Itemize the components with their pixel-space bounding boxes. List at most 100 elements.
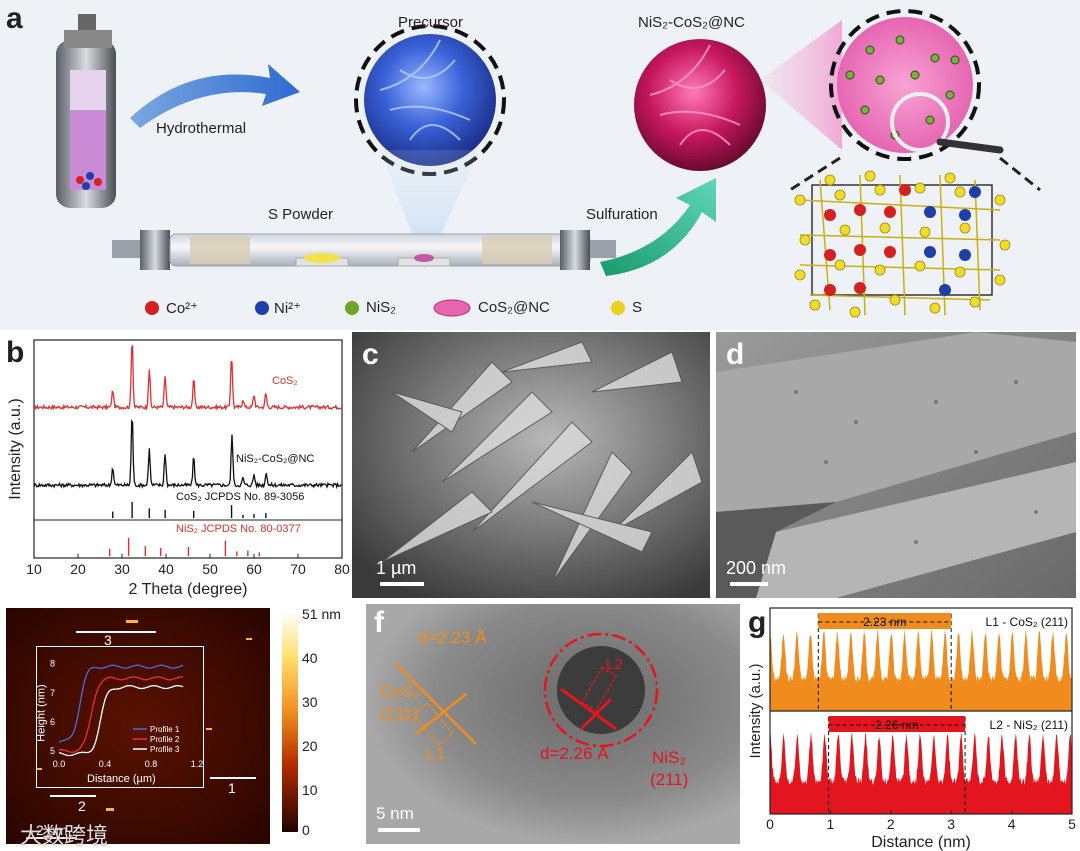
product-flower-icon [634,39,766,171]
panel-d-label: d [726,338,745,371]
profile-mark-1: 1 [228,780,236,796]
colorbar-tick-20: 20 [302,738,318,754]
sulfuration-arrow [600,178,716,276]
profile-series-label-0: L1 - CoS₂ (211) [986,615,1068,629]
watermark: 大数跨境 [20,823,109,848]
legend-cos2nc-icon [433,299,471,317]
profile-xlabel: Distance (nm) [871,834,971,851]
scale-label-c: 1 µm [376,558,417,578]
xrd-series-label-cos2: CoS₂ [272,375,298,387]
plane-1-name: CoS₂ [380,682,420,701]
xrd-chart: CoS₂ NiS₂-CoS₂@NC CoS₂ JCPDS No. 89-3056 Ni… [7,339,350,598]
inset-xtick-2: 0.8 [145,759,158,769]
profile-xtick-label-3: 3 [947,816,955,832]
colorbar-tick-0: 0 [302,822,310,838]
legend-nis2-icon [345,301,359,315]
colorbar-tick-30: 30 [302,694,318,710]
xrd-xlabel: 2 Theta (degree) [129,581,248,598]
afm-image: 3 1 2 2 µm 0.0 0.4 0.8 1.2 8 7 6 5 Profile 1 Prof… [6,608,270,844]
inset-xtick-3: 1.2 [191,759,203,769]
profile-xtick-label-4: 4 [1008,816,1016,832]
scale-label-e: 2 µm [36,822,68,838]
plane-2-hkl: (211) [650,770,689,789]
panel-f: f d=2.23 Å CoS₂ (211) L1 L2 d=2.26 Å NiS… [366,604,740,844]
profile-mark-3: 3 [104,632,112,648]
scale-bar-c [380,582,424,586]
tube-furnace-icon [112,230,616,270]
panel-c-label: c [362,338,379,371]
colorbar [282,612,298,832]
inset-ylabel: Height (nm) [35,684,48,742]
line-1-label: L1 [426,744,445,763]
inset-xtick-1: 0.4 [99,759,112,769]
plane-2-name: NiS₂ [652,748,686,767]
zoom-circle [837,17,973,153]
crystal-structure-icon [794,170,1011,318]
xrd-series-label-composite: NiS₂-CoS₂@NC [236,453,314,465]
legend-s-icon [611,301,625,315]
inset-legend-label-3: Profile 3 [150,745,180,754]
panel-g: g 2.23 nm L1 - CoS₂ (211) 2.26 nm L2 - NiS₂… [744,604,1080,851]
xrd-plot-frame [33,339,343,559]
precursor-label: Precursor [398,14,464,31]
intensity-profile-chart: 2.23 nm L1 - CoS₂ (211) 2.26 nm L2 - NiS₂ (… [747,607,1076,851]
legend-co-label: Co²⁺ [166,300,199,317]
xrd-xtick-label-7: 80 [334,561,350,577]
profile-xtick-label-1: 1 [827,816,835,832]
afm-inset: 0.0 0.4 0.8 1.2 8 7 6 5 Profile 1 Profile 2 Profil… [36,646,204,788]
xrd-xtick-label-5: 60 [246,561,262,577]
inset-legend-label-1: Profile 1 [150,725,180,734]
line-2-label: L2 [606,656,623,673]
panel-b: b CoS₂ NiS₂-CoS₂@NC CoS₂ JCPDS No. 89-3056… [0,332,350,604]
inset-ytick-0: 8 [50,659,55,669]
inset-profile-3 [58,684,184,757]
colorbar-tick-40: 40 [302,650,318,666]
d-spacing-2: d=2.26 Å [540,744,609,763]
inset-xtick-0: 0.0 [53,759,66,769]
scale-label-d: 200 nm [726,558,787,578]
panel-f-label: f [374,606,384,639]
legend-cos2nc-label: CoS₂@NC [478,299,550,316]
inset-xlabel: Distance (µm) [87,773,156,785]
scale-label-f: 5 nm [376,804,414,823]
panel-b-label: b [6,336,25,369]
legend-ni-icon [255,301,269,315]
inset-ytick-3: 5 [50,746,55,756]
panel-a-label: a [6,2,23,35]
precursor-flower-icon [364,34,496,166]
profile-xtick-label-0: 0 [766,816,774,832]
panel-a: a Precursor NiS₂-CoS₂@NC Hydrothermal S … [0,0,1080,330]
hydrothermal-arrow [130,64,300,128]
profile-series-label-1: L2 - NiS₂ (211) [990,718,1068,732]
legend-s-label: S [632,299,643,316]
xrd-xtick-label-4: 50 [202,561,218,577]
hydrothermal-label: Hydrothermal [156,120,247,137]
autoclave-icon [56,14,116,208]
hrtem-image [366,604,740,844]
profile-mark-2: 2 [78,798,86,814]
xrd-xtick-label-6: 70 [290,561,306,577]
xrd-series-1 [33,419,342,490]
inset-ytick-1: 7 [50,688,55,698]
scale-bar-d [730,582,768,586]
profile-area-0 [770,628,1072,711]
panel-g-label: g [748,606,767,639]
inset-legend-label-2: Profile 2 [150,735,180,744]
profile-ylabel: Intensity (a.u.) [747,663,764,758]
panel-c: c 1 µm [352,332,710,598]
xrd-ylabel: Intensity (a.u.) [7,398,24,499]
panel-d: d 200 nm [716,332,1076,598]
xrd-xtick-label-1: 20 [70,561,86,577]
inset-profile-2 [58,676,184,753]
magnifier-icon [890,92,950,152]
profile-span-bg-0 [818,613,952,629]
scale-bar-f [378,828,420,832]
s-powder-label: S Powder [268,206,334,223]
legend-nis2-label: NiS₂ [366,299,396,316]
d-spacing-1: d=2.23 Å [418,628,487,647]
colorbar-tick-10: 10 [302,782,318,798]
profile-xtick-label-2: 2 [887,816,895,832]
xrd-xtick-label-0: 10 [26,561,42,577]
sem-image-d [716,332,1076,598]
